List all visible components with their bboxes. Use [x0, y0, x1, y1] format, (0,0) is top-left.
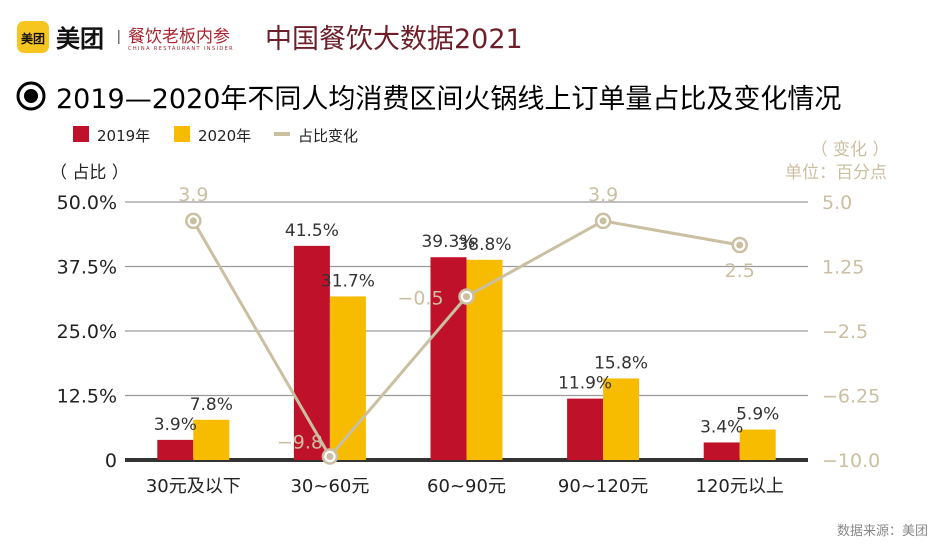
- bar-2019: [567, 398, 604, 460]
- bar-label: 3.9%: [154, 415, 197, 435]
- legend-label-change: 占比变化: [298, 127, 358, 145]
- bar-label: 3.4%: [700, 417, 743, 437]
- legend-label-2020: 2020年: [198, 127, 251, 145]
- right-tick-label: 5.0: [822, 192, 852, 214]
- left-tick-label: 0: [105, 450, 117, 472]
- bar-label: 15.8%: [594, 353, 648, 373]
- change-point-dot: [599, 217, 607, 225]
- bar-label: 39.3%: [421, 232, 475, 252]
- x-tick-label: 90~120元: [558, 476, 648, 497]
- change-label: 3.9: [178, 184, 208, 206]
- bar-label: 41.5%: [285, 221, 339, 241]
- chart-title: 2019—2020年不同人均消费区间火锅线上订单量占比及变化情况: [56, 84, 841, 115]
- legend-swatch-change: [274, 132, 290, 136]
- left-tick-label: 12.5%: [57, 386, 117, 408]
- source-note: 数据来源：美团: [837, 524, 928, 539]
- change-point-dot: [189, 217, 197, 225]
- partner-logo: 餐饮老板内参: [128, 27, 230, 47]
- right-axis-label: （ 变化 ）: [811, 140, 890, 160]
- report-title: 中国餐饮大数据2021: [265, 24, 523, 55]
- bar-2020: [603, 378, 640, 460]
- bar-label: 11.9%: [558, 374, 612, 394]
- right-tick-label: −10.0: [822, 450, 880, 472]
- bar-label: 31.7%: [321, 271, 375, 291]
- right-tick-label: −6.25: [822, 386, 880, 408]
- change-label: 3.9: [588, 184, 618, 206]
- bar-label: 7.8%: [190, 395, 233, 415]
- meituan-logo-icon: [17, 21, 49, 53]
- x-tick-label: 30~60元: [290, 476, 369, 497]
- legend-swatch-2019: [73, 126, 89, 142]
- right-axis-unit: 单位：百分点: [785, 163, 887, 183]
- bar-2019: [157, 439, 194, 460]
- title-bullet-icon: [16, 81, 46, 111]
- bar-2020: [466, 259, 503, 460]
- change-point-dot: [326, 453, 334, 461]
- left-axis-label: （ 占比 ）: [50, 163, 129, 183]
- meituan-logo-icon-text: 美团: [21, 31, 45, 46]
- legend-swatch-2020: [174, 126, 190, 142]
- x-tick-label: 120元以上: [696, 476, 784, 497]
- bar-label: 5.9%: [736, 405, 779, 425]
- change-label: −0.5: [397, 288, 443, 310]
- left-tick-label: 50.0%: [57, 192, 117, 214]
- legend-label-2019: 2019年: [97, 127, 150, 145]
- bar-2020: [329, 296, 366, 460]
- partner-logo-sub: CHINA RESTAURANT INSIDER: [128, 46, 234, 52]
- bar-label: 38.8%: [457, 235, 511, 255]
- title-bullet-dot: [24, 89, 38, 103]
- change-label: 2.5: [725, 260, 755, 282]
- right-tick-label: −2.5: [822, 321, 868, 343]
- divider: [118, 30, 120, 44]
- change-point-dot: [736, 241, 744, 249]
- change-label: −9.8: [277, 432, 323, 454]
- bar-2019: [703, 442, 740, 460]
- left-tick-label: 25.0%: [57, 321, 117, 343]
- meituan-brand: 美团: [56, 25, 104, 53]
- right-tick-label: 1.25: [822, 257, 864, 279]
- bar-2020: [193, 419, 230, 460]
- x-tick-label: 30元及以下: [146, 476, 241, 497]
- x-tick-label: 60~90元: [427, 476, 506, 497]
- bar-2020: [739, 429, 776, 460]
- change-point-dot: [463, 293, 470, 301]
- left-tick-label: 37.5%: [57, 257, 117, 279]
